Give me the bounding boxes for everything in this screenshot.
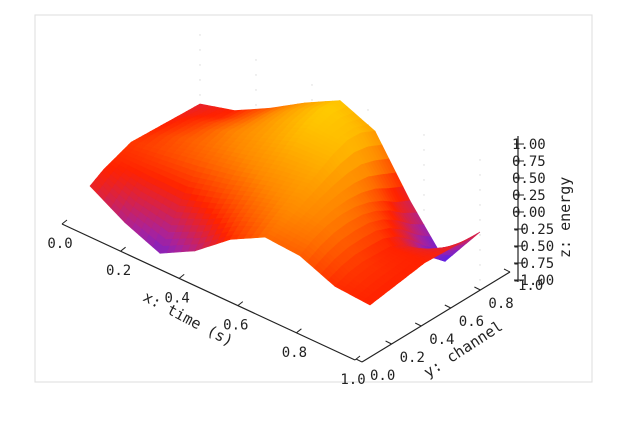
grid-dot	[255, 74, 257, 76]
z-tick-label: 0.00	[512, 205, 546, 221]
grid-dot	[311, 84, 313, 86]
x-tick-mark	[296, 328, 302, 334]
y-tick-label: 0.4	[429, 332, 454, 348]
grid-dot	[423, 164, 425, 166]
grid-dot	[199, 79, 201, 81]
z-tick-label: 0.50	[512, 171, 546, 187]
x-tick-label: 0.0	[47, 236, 72, 252]
grid-dot	[479, 264, 481, 266]
grid-dot	[255, 104, 257, 106]
axes: 0.00.20.40.60.81.0 0.00.20.40.60.81.01.00…	[47, 136, 554, 388]
x-tick-label: 0.4	[165, 290, 190, 306]
y-tick-label: 1.0	[518, 278, 543, 294]
grid-dot	[199, 64, 201, 66]
grid-dot	[479, 204, 481, 206]
z-tick-label: -0.50	[512, 239, 554, 255]
surface-patch	[362, 298, 374, 306]
y-tick-label: 0.0	[370, 368, 395, 384]
grid-dot	[423, 149, 425, 151]
x-tick-label: 0.2	[106, 263, 131, 279]
z-tick-label: -0.75	[512, 256, 554, 272]
grid-dot	[255, 59, 257, 61]
y-tick-mark	[355, 358, 363, 363]
y-tick-label: 0.2	[400, 350, 425, 366]
grid-dot	[255, 89, 257, 91]
z-axis-label: z: energy	[556, 177, 574, 258]
z-tick-label: 0.25	[512, 188, 546, 204]
y-axis-line	[361, 271, 511, 363]
y-tick-mark	[385, 340, 392, 345]
grid-dot	[199, 34, 201, 36]
x-tick-label: 1.0	[340, 372, 365, 388]
grid-dot	[367, 109, 369, 111]
surface-mesh	[89, 100, 481, 306]
z-tick-label: -0.25	[512, 222, 554, 238]
grid-dot	[423, 194, 425, 196]
axes-frame	[34, 14, 593, 383]
grid-dot	[479, 159, 481, 161]
grid-dot	[311, 99, 313, 101]
z-tick-label: 0.75	[512, 154, 546, 170]
y-tick-mark	[503, 268, 511, 273]
z-tick-label: -1.00	[512, 273, 554, 289]
grid-dot	[479, 189, 481, 191]
grid-dot	[423, 179, 425, 181]
y-tick-mark	[474, 286, 481, 291]
grid-dot	[479, 219, 481, 221]
z-tick-label: 1.00	[512, 137, 546, 153]
grid-dot	[423, 134, 425, 136]
x-tick-label: 0.6	[223, 318, 248, 334]
x-tick-mark	[237, 301, 244, 306]
grid-dot	[199, 49, 201, 51]
grid-dot	[199, 94, 201, 96]
x-axis-line	[61, 223, 356, 361]
y-tick-mark	[444, 304, 452, 309]
y-tick-label: 0.6	[459, 314, 484, 330]
grid-dot	[479, 279, 481, 281]
x-tick-mark	[178, 274, 185, 279]
grid-dot	[479, 249, 481, 251]
x-tick-mark	[120, 246, 126, 252]
x-tick-mark	[61, 219, 68, 225]
grid-dot	[479, 174, 481, 176]
y-tick-mark	[414, 322, 422, 327]
y-tick-label: 0.8	[488, 296, 513, 312]
x-tick-label: 0.8	[282, 345, 307, 361]
grid-dot	[423, 209, 425, 211]
grid-dot	[479, 234, 481, 236]
